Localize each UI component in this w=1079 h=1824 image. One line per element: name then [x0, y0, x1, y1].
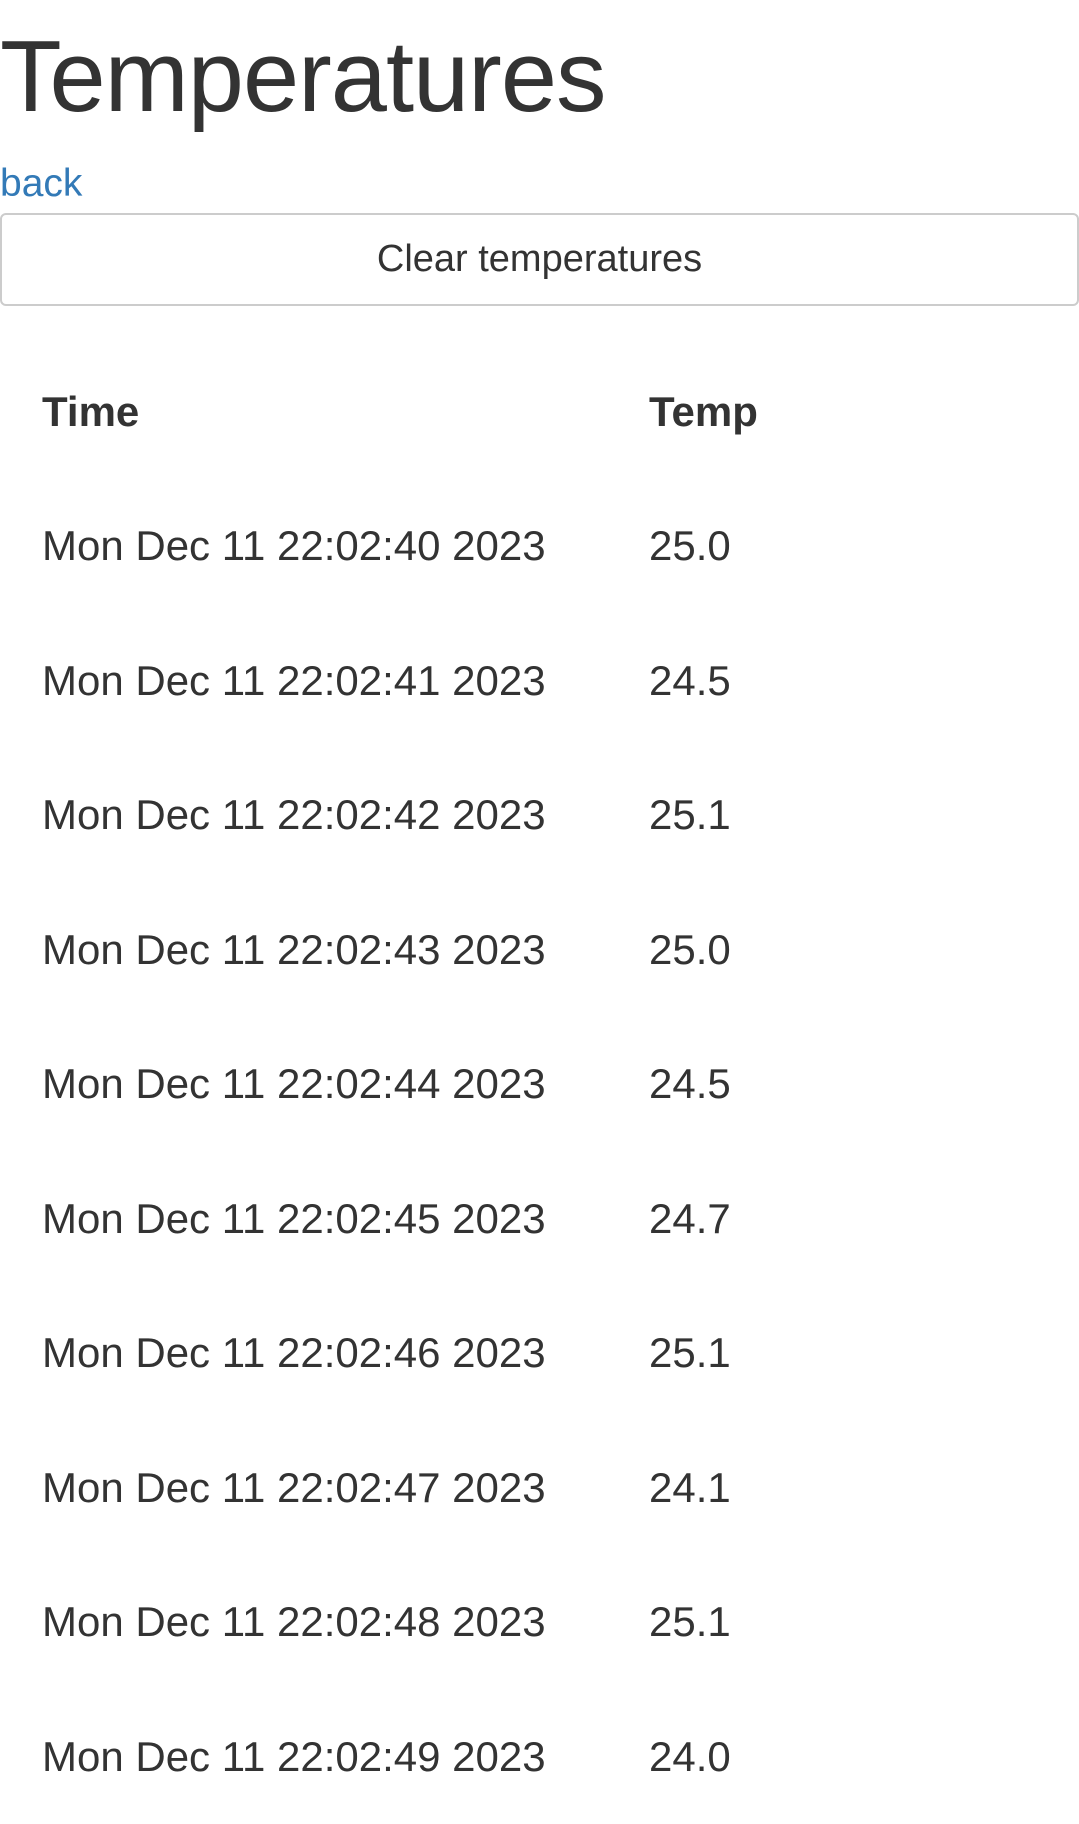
column-header-time: Time: [0, 345, 649, 479]
table-row: Mon Dec 11 22:02:47 2023 24.1: [0, 1421, 1069, 1556]
table-row: Mon Dec 11 22:02:45 2023 24.7: [0, 1152, 1069, 1287]
temp-cell: 25.1: [649, 748, 1069, 883]
temp-cell: 25.0: [649, 883, 1069, 1018]
temp-cell: 25.1: [649, 1286, 1069, 1421]
time-cell: Mon Dec 11 22:02:44 2023: [0, 1017, 649, 1152]
time-cell: Mon Dec 11 22:02:49 2023: [0, 1690, 649, 1824]
time-cell: Mon Dec 11 22:02:46 2023: [0, 1286, 649, 1421]
temp-cell: 25.0: [649, 479, 1069, 614]
page-title: Temperatures: [0, 22, 606, 132]
column-header-temp: Temp: [649, 345, 1069, 479]
table-row: Mon Dec 11 22:02:43 2023 25.0: [0, 883, 1069, 1018]
temp-cell: 24.0: [649, 1690, 1069, 1824]
table-row: Mon Dec 11 22:02:42 2023 25.1: [0, 748, 1069, 883]
table-row: Mon Dec 11 22:02:49 2023 24.0: [0, 1690, 1069, 1824]
table-header-row: Time Temp: [0, 345, 1069, 479]
temp-cell: 24.1: [649, 1421, 1069, 1556]
time-cell: Mon Dec 11 22:02:41 2023: [0, 614, 649, 749]
table-row: Mon Dec 11 22:02:46 2023 25.1: [0, 1286, 1069, 1421]
temperature-table: Time Temp Mon Dec 11 22:02:40 2023 25.0 …: [0, 345, 1069, 1824]
table-row: Mon Dec 11 22:02:40 2023 25.0: [0, 479, 1069, 614]
time-cell: Mon Dec 11 22:02:48 2023: [0, 1555, 649, 1690]
back-link[interactable]: back: [0, 162, 82, 206]
time-cell: Mon Dec 11 22:02:42 2023: [0, 748, 649, 883]
temp-cell: 24.5: [649, 1017, 1069, 1152]
time-cell: Mon Dec 11 22:02:40 2023: [0, 479, 649, 614]
table-row: Mon Dec 11 22:02:48 2023 25.1: [0, 1555, 1069, 1690]
temp-cell: 25.1: [649, 1555, 1069, 1690]
time-cell: Mon Dec 11 22:02:45 2023: [0, 1152, 649, 1287]
time-cell: Mon Dec 11 22:02:47 2023: [0, 1421, 649, 1556]
table-row: Mon Dec 11 22:02:44 2023 24.5: [0, 1017, 1069, 1152]
time-cell: Mon Dec 11 22:02:43 2023: [0, 883, 649, 1018]
temp-cell: 24.7: [649, 1152, 1069, 1287]
clear-temperatures-button[interactable]: Clear temperatures: [0, 213, 1079, 306]
table-row: Mon Dec 11 22:02:41 2023 24.5: [0, 614, 1069, 749]
temp-cell: 24.5: [649, 614, 1069, 749]
